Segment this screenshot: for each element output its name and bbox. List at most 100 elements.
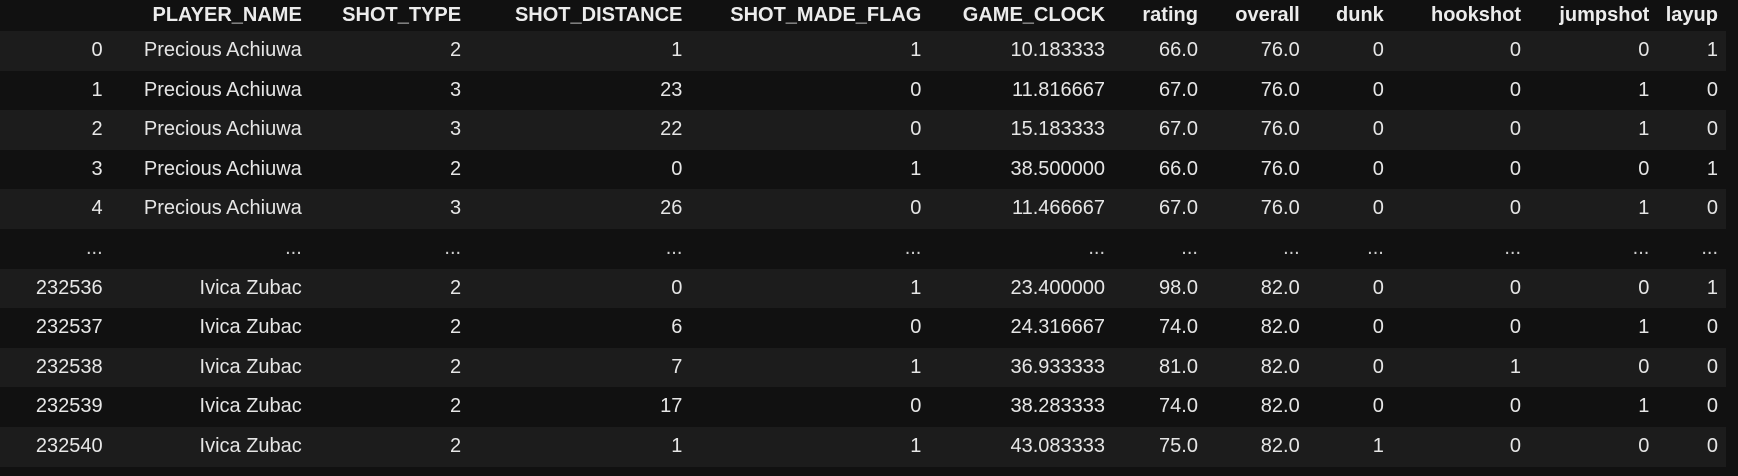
table-cell: 0 [1372, 39, 1384, 61]
row-index: 3 [91, 157, 103, 180]
column-header-shot-distance: SHOT_DISTANCE [469, 0, 691, 31]
row-index: 232536 [35, 276, 103, 299]
table-cell: 1 [910, 276, 922, 299]
row-index: 0 [91, 39, 103, 61]
table-cell: ... [1367, 236, 1384, 259]
table-cell: 0 [1509, 316, 1521, 339]
column-header-shot-made-flag: SHOT_MADE_FLAG [690, 0, 930, 31]
table-body: 0 Precious Achiuwa 2 1 1 10.183333 66.0 76.0 0 0 0… [0, 31, 1726, 467]
table-cell: Precious Achiuwa [143, 197, 302, 220]
table-cell: 2 [449, 157, 462, 180]
column-header-player-name: PLAYER_NAME [110, 0, 310, 31]
column-header-game-clock: GAME_CLOCK [929, 0, 1114, 31]
table-cell: 2 [449, 39, 462, 61]
table-cell: 24.316667 [1010, 316, 1106, 339]
table-row: 232539 Ivica Zubac 2 17 0 38.283333 74.0 82.0 0 0… [0, 387, 1726, 427]
table-cell: ... [665, 236, 683, 259]
dataframe-table: PLAYER_NAME SHOT_TYPE SHOT_DISTANCE SHOT… [0, 0, 1726, 467]
table-cell: 0 [1372, 355, 1384, 378]
table-cell: 0 [1706, 434, 1718, 457]
column-header-overall: overall [1205, 0, 1308, 31]
table-cell: 0 [1509, 197, 1521, 220]
table-cell: Precious Achiuwa [143, 78, 302, 101]
table-row: 232538 Ivica Zubac 2 7 1 36.933333 81.0 82.0 0 1 0… [0, 347, 1726, 388]
table-cell: Ivica Zubac [199, 434, 302, 457]
table-cell: ... [1504, 236, 1521, 259]
table-cell: ... [1088, 236, 1106, 259]
table-row: 2 Precious Achiuwa 3 22 0 15.183333 67.0 76.0 0 0… [0, 110, 1726, 150]
column-header-dunk: dunk [1307, 0, 1392, 31]
table-row: 3 Precious Achiuwa 2 0 1 38.500000 66.0 76.0 0 0 0… [0, 149, 1726, 190]
table-cell: Ivica Zubac [199, 395, 302, 418]
table-cell: 17 [660, 395, 683, 418]
column-header-shot-type: SHOT_TYPE [309, 0, 470, 31]
table-cell: 0 [1706, 78, 1718, 101]
table-cell: 0 [1509, 157, 1521, 180]
table-cell: 3 [449, 78, 462, 101]
table-cell: 38.283333 [1010, 395, 1106, 418]
table-row: 232537 Ivica Zubac 2 6 0 24.316667 74.0 82.0 0 0 1… [0, 308, 1726, 348]
table-cell: 2 [449, 355, 462, 378]
table-cell: 98.0 [1159, 276, 1198, 299]
table-cell: 76.0 [1260, 39, 1300, 61]
table-cell: 2 [449, 434, 462, 457]
table-cell: 0 [1706, 118, 1718, 141]
table-cell: 0 [1509, 118, 1521, 141]
table-cell: Precious Achiuwa [143, 39, 302, 61]
table-cell: 66.0 [1159, 39, 1198, 61]
table-cell: 1 [1638, 316, 1650, 339]
table-cell: Precious Achiuwa [143, 118, 302, 141]
table-row: 232536 Ivica Zubac 2 0 1 23.400000 98.0 82.0 0 0 0… [0, 268, 1726, 309]
column-header-rating: rating [1113, 0, 1206, 31]
table-cell: 0 [1638, 434, 1650, 457]
row-index: 232537 [35, 316, 103, 339]
table-cell: Ivica Zubac [199, 276, 302, 299]
table-cell: Precious Achiuwa [143, 157, 302, 180]
table-cell: ... [1181, 236, 1198, 259]
row-index: ... [85, 236, 103, 259]
table-cell: 0 [1372, 276, 1384, 299]
table-cell: Ivica Zubac [199, 355, 302, 378]
table-cell: 0 [910, 78, 922, 101]
row-index: 2 [91, 118, 103, 141]
table-cell: ... [444, 236, 462, 259]
table-cell: 0 [910, 118, 922, 141]
table-cell: 0 [910, 316, 922, 339]
table-row: 1 Precious Achiuwa 3 23 0 11.816667 67.0 76.0 0 0… [0, 70, 1726, 111]
column-header-layup: layup [1657, 0, 1726, 31]
table-cell: ... [1632, 236, 1650, 259]
row-index: 1 [91, 78, 103, 101]
table-cell: 81.0 [1159, 355, 1198, 378]
table-cell: 38.500000 [1010, 157, 1106, 180]
table-cell: 76.0 [1260, 157, 1300, 180]
table-cell: 1 [671, 39, 683, 61]
table-cell: 1 [910, 355, 922, 378]
table-cell: 0 [910, 197, 922, 220]
table-cell: 82.0 [1260, 434, 1300, 457]
table-cell: Ivica Zubac [199, 316, 302, 339]
table-cell: 67.0 [1159, 78, 1198, 101]
table-cell: ... [1283, 236, 1300, 259]
row-index: 232539 [35, 395, 103, 418]
table-cell: 0 [1372, 197, 1384, 220]
table-cell: 0 [1509, 39, 1521, 61]
table-cell: 2 [449, 276, 462, 299]
table-cell: 0 [1372, 395, 1384, 418]
table-cell: 75.0 [1159, 434, 1198, 457]
table-cell: 2 [449, 395, 462, 418]
table-cell: 1 [1509, 355, 1521, 378]
table-cell: 74.0 [1159, 316, 1198, 339]
table-cell: 2 [449, 316, 462, 339]
table-cell: ... [1701, 236, 1718, 259]
table-cell: 82.0 [1260, 395, 1300, 418]
table-cell: 0 [1706, 355, 1718, 378]
table-cell: 1 [1638, 118, 1650, 141]
table-cell: 0 [671, 276, 683, 299]
table-cell: 0 [1706, 197, 1718, 220]
table-cell: 0 [1372, 316, 1384, 339]
table-cell: 0 [1509, 434, 1521, 457]
table-cell: 7 [671, 355, 683, 378]
table-cell: 1 [1638, 395, 1650, 418]
table-cell: 76.0 [1260, 118, 1300, 141]
